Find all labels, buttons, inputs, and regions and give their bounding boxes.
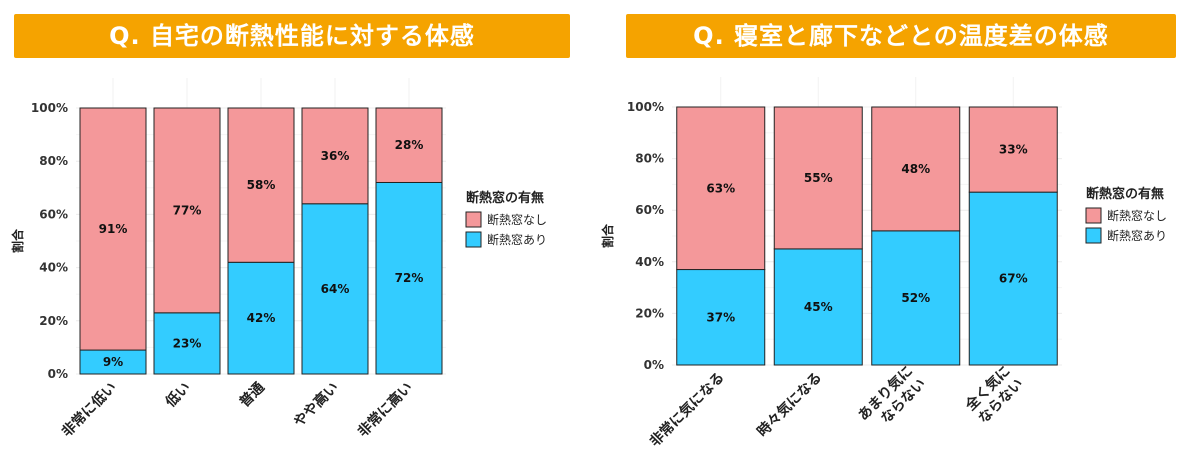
x-category-label: 全く気にならない xyxy=(961,362,1026,427)
data-label: 72% xyxy=(395,271,424,285)
bar-with-insulated-window xyxy=(773,248,863,366)
x-category-label-line: 普通 xyxy=(236,379,268,411)
data-label: 33% xyxy=(999,143,1028,157)
x-category-label-line: 時々気になる xyxy=(754,369,825,440)
legend-swatch xyxy=(1085,227,1102,244)
stacked-bar-chart-insulation: 0% 20% 40% 60% 80% 100% 割合 9% 91% 非常に低い 23% 77% 低い 42… xyxy=(10,78,547,441)
bar-without-insulated-window xyxy=(773,106,863,250)
chart-title: Q. 自宅の断熱性能に対する体感 xyxy=(14,14,570,58)
bar-without-insulated-window xyxy=(968,106,1058,193)
legend-swatch xyxy=(465,211,482,228)
bar-with-insulated-window xyxy=(968,191,1058,366)
stacked-bar-chart-temperature: 0% 20% 40% 60% 80% 100% 割合 37% 63% 非常に気になる 45% 55% 時… xyxy=(600,77,1167,450)
data-label: 67% xyxy=(999,272,1028,286)
x-category-label: やや高い xyxy=(290,379,342,431)
legend-entry: 断熱窓なし xyxy=(487,212,547,227)
data-label: 52% xyxy=(901,291,930,305)
data-label: 55% xyxy=(804,171,833,185)
x-category-label: あまり気にならない xyxy=(855,362,929,436)
legend-swatch xyxy=(465,231,482,248)
bar-without-insulated-window xyxy=(153,107,221,314)
data-label: 91% xyxy=(99,222,128,236)
data-label: 42% xyxy=(247,311,276,325)
chart-panel-insulation: Q. 自宅の断熱性能に対する体感 0% 20% 40% 60% 80% 100% 割合 9% 9… xyxy=(10,14,570,441)
y-tick-label: 20% xyxy=(635,306,664,320)
x-category-label: 非常に低い xyxy=(58,379,120,441)
y-tick-label: 100% xyxy=(627,100,664,114)
x-category-label: 時々気になる xyxy=(754,369,825,440)
legend-title: 断熱窓の有無 xyxy=(466,190,544,206)
y-tick-label: 80% xyxy=(635,152,664,166)
y-tick-label: 20% xyxy=(39,314,68,328)
x-category-label: 非常に気になる xyxy=(646,369,727,450)
bar-with-insulated-window xyxy=(153,312,221,375)
y-tick-label: 60% xyxy=(635,203,664,217)
bar-without-insulated-window xyxy=(227,107,295,263)
y-axis-title: 割合 xyxy=(10,228,25,253)
data-label: 45% xyxy=(804,300,833,314)
x-category-label-line: 低い xyxy=(161,379,194,412)
x-category-label-line: 非常に低い xyxy=(58,379,120,441)
data-label: 64% xyxy=(321,282,350,296)
y-tick-label: 100% xyxy=(31,101,68,115)
x-category-label-line: 非常に気になる xyxy=(646,369,727,450)
bar-without-insulated-window xyxy=(871,106,961,232)
y-tick-label: 80% xyxy=(39,154,68,168)
y-tick-label: 0% xyxy=(48,367,68,381)
y-tick-label: 40% xyxy=(635,255,664,269)
x-category-label: 低い xyxy=(161,379,194,412)
data-label: 28% xyxy=(395,138,424,152)
y-tick-label: 60% xyxy=(39,207,68,221)
bar-with-insulated-window xyxy=(227,261,295,375)
legend-title: 断熱窓の有無 xyxy=(1086,186,1164,202)
data-label: 77% xyxy=(173,203,202,217)
x-category-label-line: やや高い xyxy=(290,379,342,431)
data-label: 36% xyxy=(321,149,350,163)
x-category-label: 非常に高い xyxy=(354,379,416,441)
data-label: 37% xyxy=(706,310,735,324)
data-label: 63% xyxy=(706,181,735,195)
bar-with-insulated-window xyxy=(676,269,766,366)
legend-entry: 断熱窓あり xyxy=(487,232,547,247)
bar-without-insulated-window xyxy=(79,107,147,351)
data-label: 23% xyxy=(173,336,202,350)
bar-without-insulated-window xyxy=(301,107,369,205)
chart-title: Q. 寝室と廊下などとの温度差の体感 xyxy=(626,14,1176,58)
bar-with-insulated-window xyxy=(375,181,443,375)
legend-entry: 断熱窓あり xyxy=(1107,228,1167,243)
y-tick-label: 0% xyxy=(644,358,664,372)
y-axis-title: 割合 xyxy=(600,223,615,248)
data-label: 9% xyxy=(103,355,123,369)
x-category-label: 普通 xyxy=(236,379,268,411)
legend-swatch xyxy=(1085,207,1102,224)
y-tick-label: 40% xyxy=(39,261,68,275)
bar-without-insulated-window xyxy=(375,107,443,183)
legend-entry: 断熱窓なし xyxy=(1107,208,1167,223)
bar-without-insulated-window xyxy=(676,106,766,271)
data-label: 58% xyxy=(247,178,276,192)
chart-panel-temperature: Q. 寝室と廊下などとの温度差の体感 0% 20% 40% 60% 80% 100% 割合 3… xyxy=(600,0,1200,472)
data-label: 48% xyxy=(901,162,930,176)
bar-with-insulated-window xyxy=(871,230,961,366)
x-category-label-line: 非常に高い xyxy=(354,379,416,441)
